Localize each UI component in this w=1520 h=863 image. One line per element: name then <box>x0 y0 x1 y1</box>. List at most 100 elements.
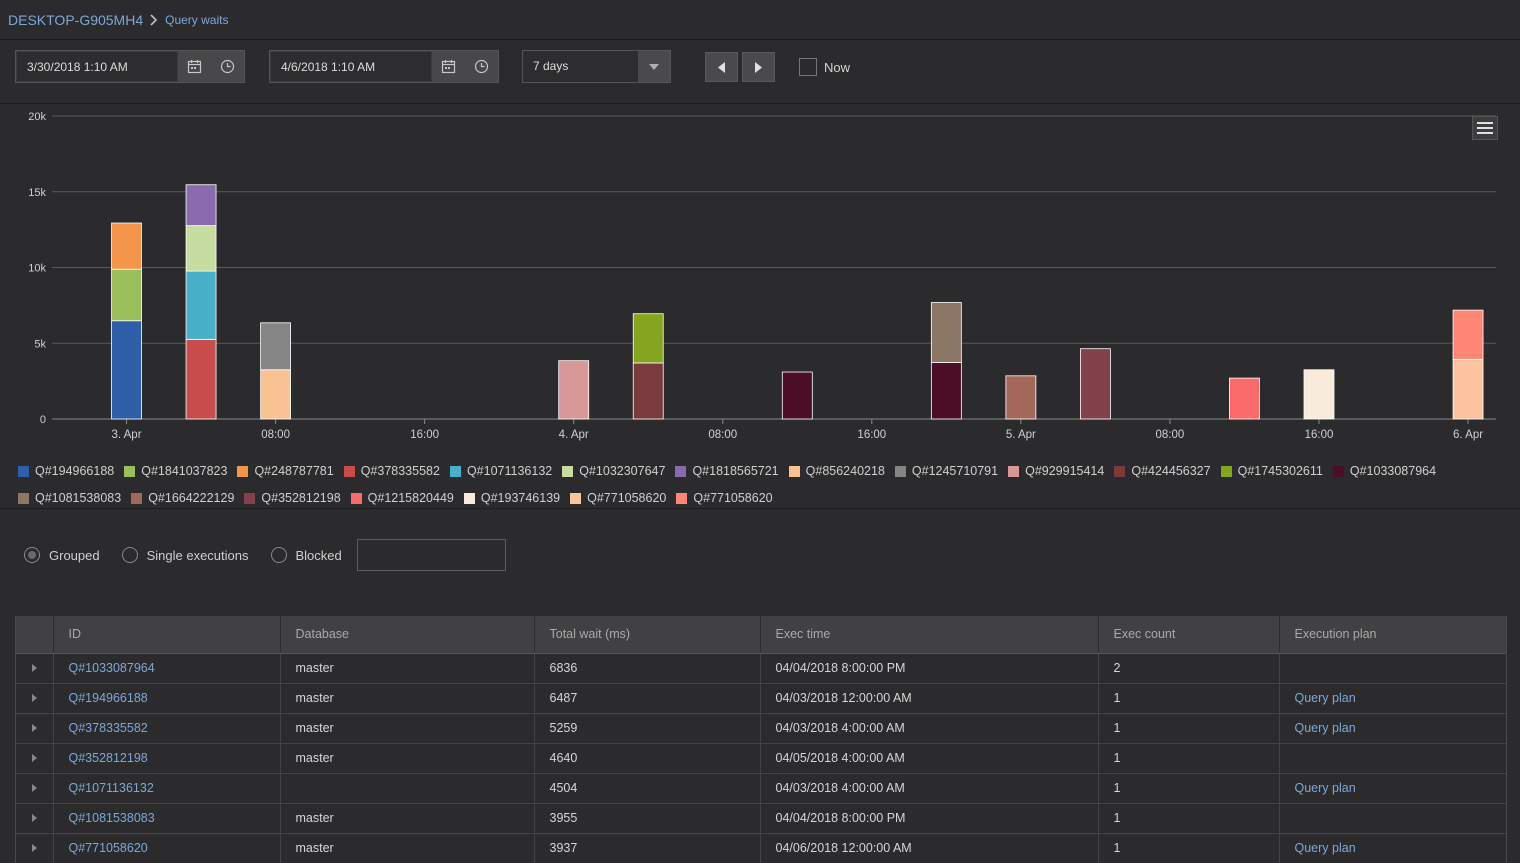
column-header-exec-count[interactable]: Exec count <box>1097 616 1279 654</box>
x-tick-label: 16:00 <box>857 429 886 441</box>
bar-segment <box>632 313 664 364</box>
column-header-execution-plan[interactable]: Execution plan <box>1278 616 1506 654</box>
to-calendar-button[interactable] <box>432 51 465 82</box>
row-expand-toggle[interactable] <box>16 683 53 714</box>
cell-total-wait: 4504 <box>533 773 760 804</box>
query-id-link[interactable]: Q#378335582 <box>68 721 148 735</box>
legend-item[interactable]: Q#1818565721 <box>675 459 779 484</box>
query-plan-link[interactable]: Query plan <box>1294 841 1356 855</box>
legend-item[interactable]: Q#771058620 <box>676 486 773 511</box>
radio-blocked-dot[interactable] <box>270 547 287 563</box>
legend-item[interactable]: Q#1664222129 <box>131 486 234 511</box>
radio-blocked[interactable]: Blocked <box>270 547 342 563</box>
from-time-button[interactable] <box>211 51 244 82</box>
cell-execution-plan: Query plan <box>1278 683 1506 714</box>
column-header-total-wait[interactable]: Total wait (ms) <box>533 616 760 654</box>
query-id-link[interactable]: Q#771058620 <box>68 841 148 855</box>
query-id-link[interactable]: Q#194966188 <box>68 691 148 705</box>
y-tick-label: 5k <box>34 338 46 350</box>
radio-single-executions-dot[interactable] <box>121 547 138 563</box>
cell-database: master <box>279 713 534 744</box>
bar-segment <box>1080 348 1111 420</box>
bar-segment <box>930 361 962 420</box>
radio-grouped[interactable]: Grouped <box>24 547 100 563</box>
next-range-button[interactable] <box>742 52 775 82</box>
from-date-input[interactable] <box>16 51 178 82</box>
now-label: Now <box>824 59 851 75</box>
bar-segment <box>111 320 142 420</box>
to-time-button[interactable] <box>465 51 498 82</box>
column-header-database[interactable]: Database <box>279 616 534 654</box>
table-row[interactable]: Q#352812198 master 4640 04/05/2018 4:00:00 … <box>16 743 1506 774</box>
query-id-link[interactable]: Q#1081538083 <box>68 811 155 825</box>
row-expand-toggle[interactable] <box>16 803 53 834</box>
legend-label: Q#1841037823 <box>141 464 228 478</box>
legend-item[interactable]: Q#378335582 <box>343 459 440 484</box>
legend-swatch <box>131 493 143 504</box>
query-id-link[interactable]: Q#352812198 <box>68 751 148 765</box>
query-plan-link[interactable]: Query plan <box>1294 721 1356 735</box>
table-row[interactable]: Q#771058620 master 3937 04/06/2018 12:00:00… <box>16 833 1506 863</box>
legend-item[interactable]: Q#771058620 <box>570 486 666 511</box>
from-calendar-button[interactable] <box>178 51 211 82</box>
expand-arrow-icon <box>31 784 37 792</box>
legend-item[interactable]: Q#1215820449 <box>350 486 454 511</box>
legend-item[interactable]: Q#193746139 <box>463 486 560 511</box>
legend-swatch <box>18 493 29 504</box>
row-expand-toggle[interactable] <box>16 653 53 684</box>
range-select-toggle[interactable] <box>638 51 670 82</box>
table-header-row: ID Database Total wait (ms) Exec time Ex… <box>16 616 1506 654</box>
row-expand-toggle[interactable] <box>16 743 53 774</box>
row-expand-toggle[interactable] <box>16 833 53 863</box>
radio-single-executions[interactable]: Single executions <box>121 547 249 563</box>
legend-item[interactable]: Q#856240218 <box>788 459 885 484</box>
legend-item[interactable]: Q#1745302611 <box>1220 459 1323 484</box>
legend-label: Q#424456327 <box>1131 464 1211 478</box>
query-id-link[interactable]: Q#1071136132 <box>68 781 154 795</box>
table-row[interactable]: Q#1071136132 4504 04/03/2018 4:00:00 AM 1 Qu… <box>16 773 1506 804</box>
query-id-link[interactable]: Q#1033087964 <box>68 661 155 675</box>
column-header-exec-time[interactable]: Exec time <box>759 616 1098 654</box>
table-row[interactable]: Q#378335582 master 5259 04/03/2018 4:00:00 … <box>16 713 1506 744</box>
date-range-toolbar: 7 days Now <box>0 40 1520 102</box>
legend-label: Q#771058620 <box>587 491 667 505</box>
legend-item[interactable]: Q#1245710791 <box>894 459 998 484</box>
bar-segment <box>1452 309 1484 360</box>
legend-item[interactable]: Q#424456327 <box>1114 459 1211 484</box>
legend-item[interactable]: Q#1071136132 <box>449 459 552 484</box>
cell-execution-plan: Query plan <box>1278 713 1506 744</box>
table-row[interactable]: Q#194966188 master 6487 04/03/2018 12:00:00… <box>16 683 1506 714</box>
legend-item[interactable]: Q#1032307647 <box>562 459 665 484</box>
bar-segment <box>111 268 142 322</box>
now-toggle[interactable]: Now <box>799 58 850 76</box>
legend-item[interactable]: Q#1081538083 <box>18 486 121 511</box>
legend-item[interactable]: Q#1841037823 <box>124 459 227 484</box>
radio-grouped-label: Grouped <box>49 547 100 563</box>
cell-id: Q#352812198 <box>52 743 280 774</box>
now-checkbox[interactable] <box>799 58 817 76</box>
cell-database: master <box>279 833 534 863</box>
legend-label: Q#194966188 <box>35 464 115 478</box>
cell-id: Q#378335582 <box>52 713 280 744</box>
radio-grouped-dot[interactable] <box>24 547 40 563</box>
legend-label: Q#1818565721 <box>692 464 779 478</box>
legend-item[interactable]: Q#352812198 <box>244 486 341 511</box>
row-expand-toggle[interactable] <box>16 713 53 744</box>
legend-item[interactable]: Q#248787781 <box>237 459 334 484</box>
legend-item[interactable]: Q#1033087964 <box>1332 459 1436 484</box>
table-row[interactable]: Q#1033087964 master 6836 04/04/2018 8:00:00… <box>16 653 1506 684</box>
query-plan-link[interactable]: Query plan <box>1294 691 1356 705</box>
chart-menu-button[interactable] <box>1472 116 1498 140</box>
legend-item[interactable]: Q#194966188 <box>18 459 114 484</box>
legend-item[interactable]: Q#929915414 <box>1008 459 1104 484</box>
column-header-id[interactable]: ID <box>52 616 280 654</box>
to-date-input[interactable] <box>270 51 432 82</box>
range-select[interactable]: 7 days <box>522 50 671 83</box>
table-row[interactable]: Q#1081538083 master 3955 04/04/2018 8:00:00… <box>16 803 1506 834</box>
query-plan-link[interactable]: Query plan <box>1294 781 1356 795</box>
breadcrumb-host-link[interactable]: DESKTOP-G905MH4 <box>8 11 144 28</box>
previous-range-button[interactable] <box>705 52 738 82</box>
filter-search-input[interactable] <box>357 539 506 571</box>
row-expand-toggle[interactable] <box>16 773 53 804</box>
